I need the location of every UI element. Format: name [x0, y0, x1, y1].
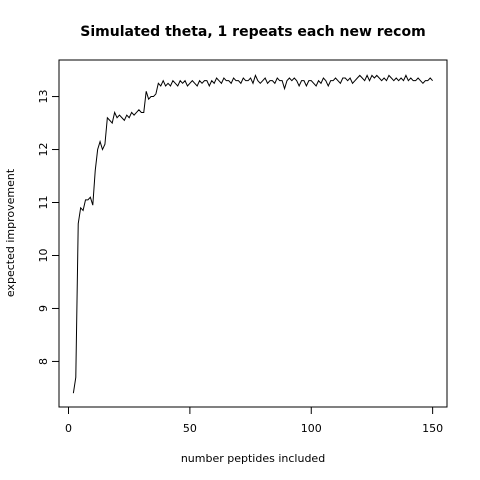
y-tick-label: 11 [37, 196, 50, 210]
y-tick-label: 8 [37, 358, 50, 365]
y-tick-label: 12 [37, 143, 50, 157]
x-axis-label: number peptides included [181, 452, 325, 465]
chart-title: Simulated theta, 1 repeats each new reco… [80, 24, 425, 40]
y-tick-label: 10 [37, 248, 50, 262]
y-tick-label: 9 [37, 305, 50, 312]
x-tick-label: 100 [301, 422, 322, 435]
x-tick-label: 50 [183, 422, 197, 435]
data-line [72, 73, 433, 394]
x-tick-label: 0 [65, 422, 72, 435]
x-tick-label: 150 [422, 422, 443, 435]
y-axis-label: expected improvement [4, 168, 17, 297]
plot-box [58, 59, 448, 408]
y-tick-label: 13 [37, 90, 50, 104]
